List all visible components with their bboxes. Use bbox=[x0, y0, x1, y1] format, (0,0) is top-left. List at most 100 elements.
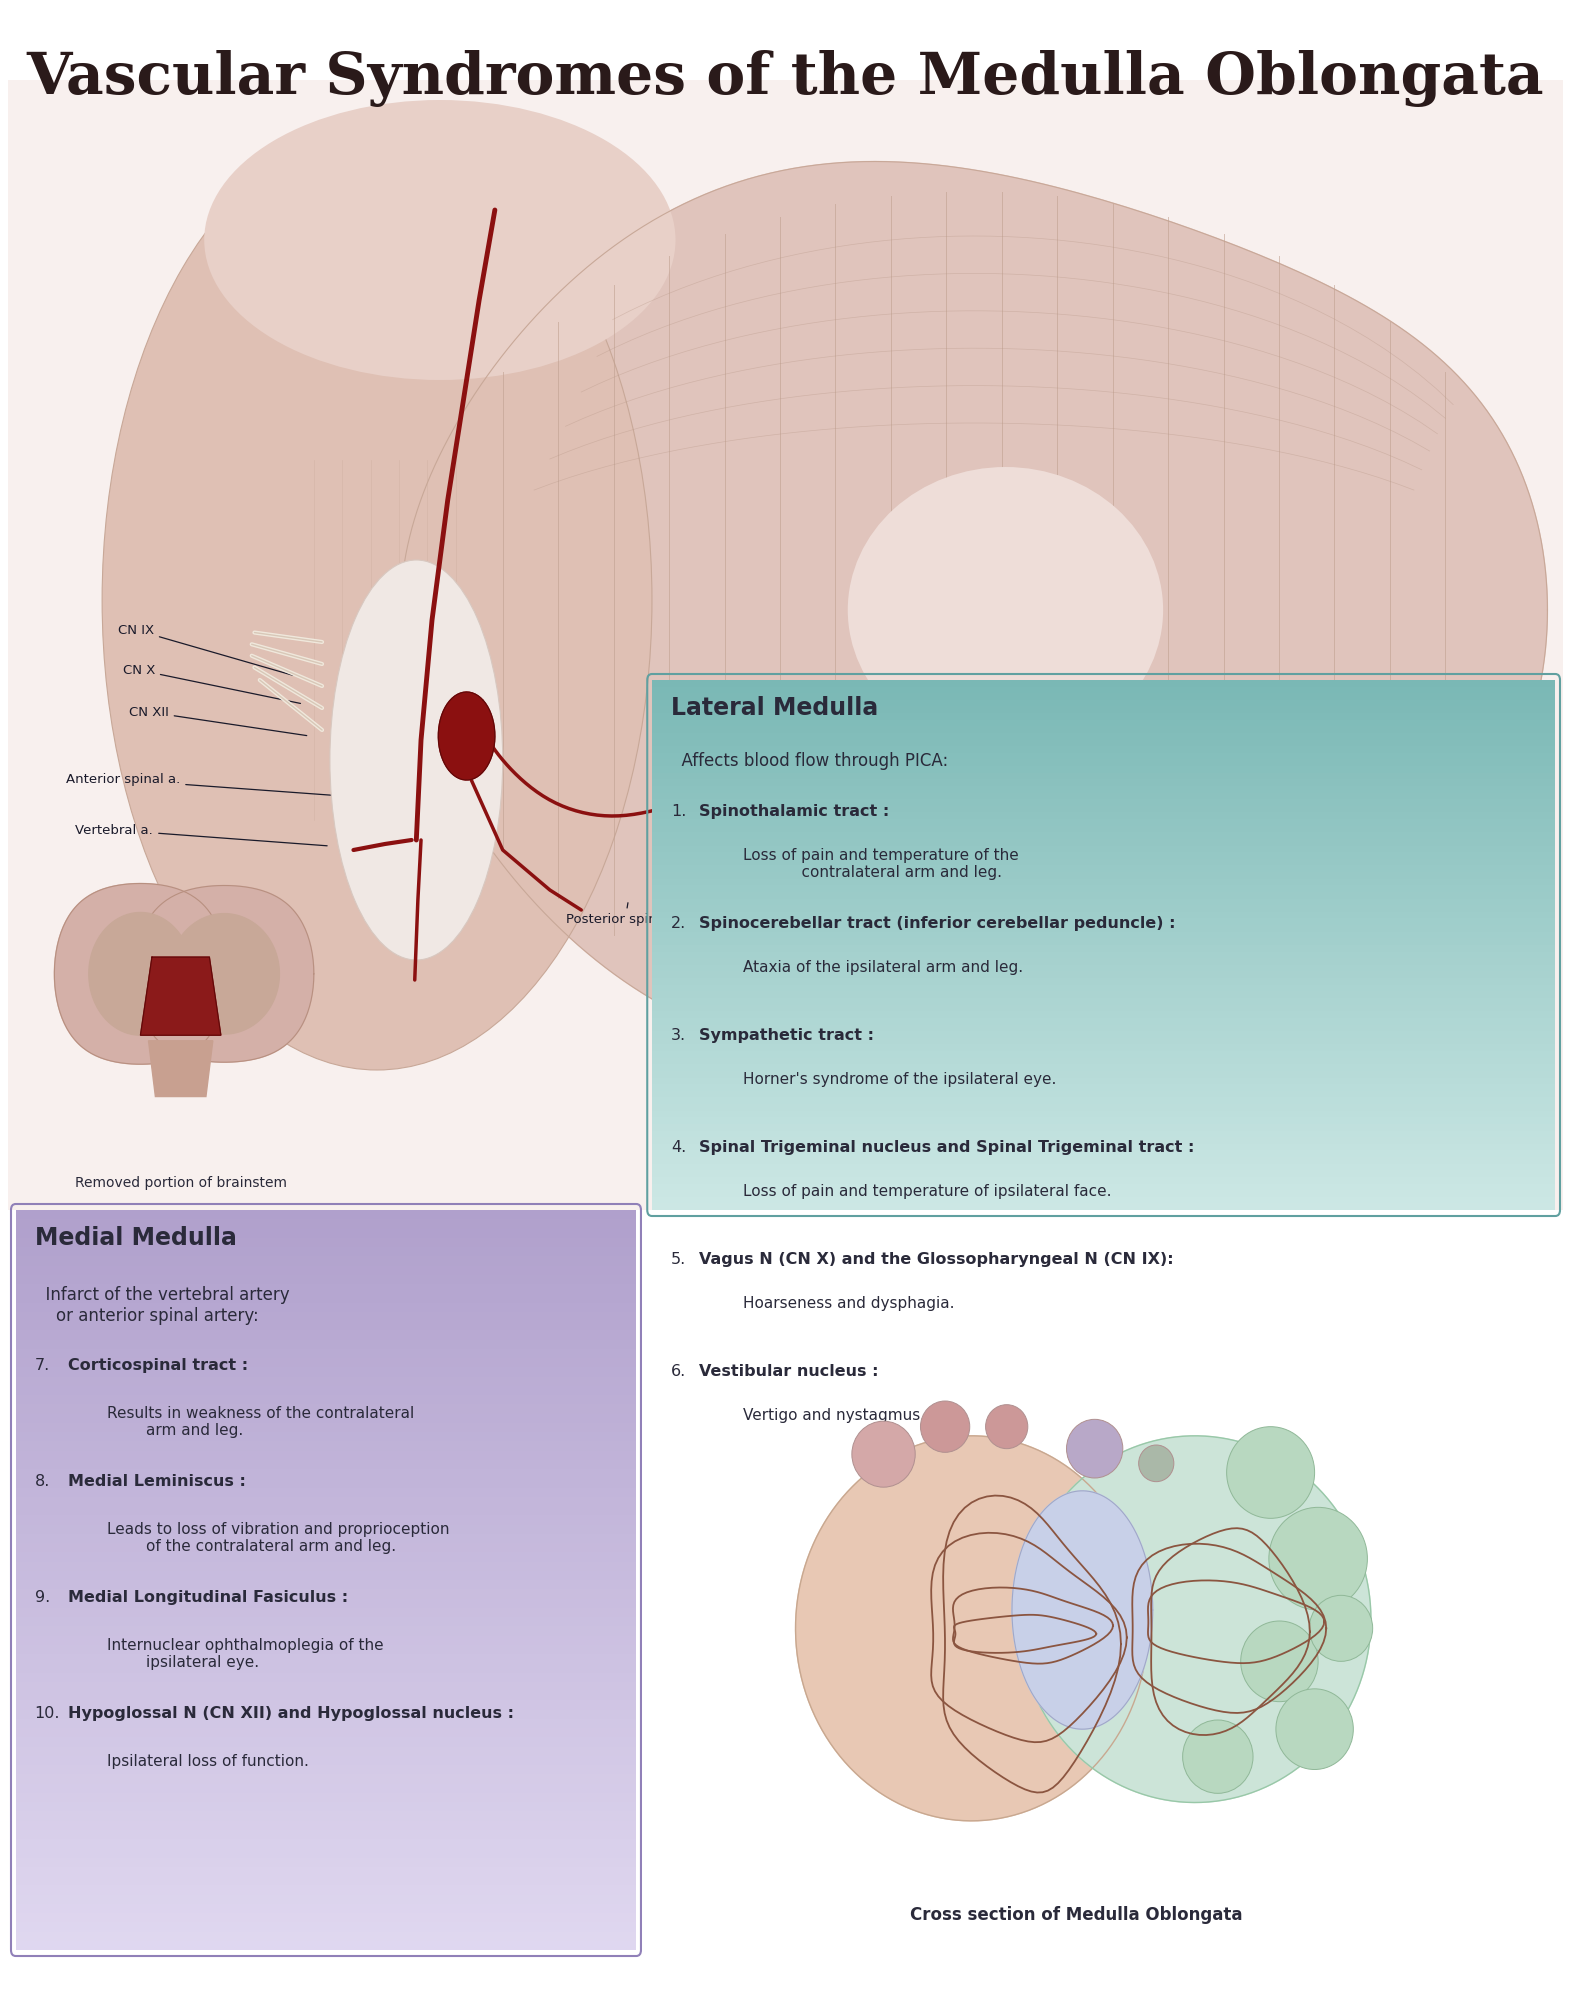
Bar bbox=[652, 926, 1555, 932]
Bar bbox=[16, 1432, 636, 1442]
Bar bbox=[16, 1506, 636, 1516]
Bar bbox=[652, 932, 1555, 938]
Text: Corticospinal tract :: Corticospinal tract : bbox=[68, 1358, 248, 1374]
Text: 3.: 3. bbox=[671, 1028, 687, 1044]
Text: Vertebral a.: Vertebral a. bbox=[75, 824, 327, 846]
Text: Lateral Medulla: Lateral Medulla bbox=[671, 696, 878, 720]
Bar bbox=[652, 760, 1555, 766]
Bar bbox=[652, 786, 1555, 792]
Bar bbox=[16, 1302, 636, 1312]
Text: Medial Leminiscus :: Medial Leminiscus : bbox=[68, 1474, 245, 1490]
Bar bbox=[16, 1700, 636, 1710]
Bar bbox=[652, 846, 1555, 852]
Text: Loss of pain and temperature of ipsilateral face.: Loss of pain and temperature of ipsilate… bbox=[743, 1184, 1112, 1200]
Bar bbox=[652, 992, 1555, 998]
Bar bbox=[652, 680, 1555, 686]
Text: Spinocerebellar tract (inferior cerebellar peduncle) :: Spinocerebellar tract (inferior cerebell… bbox=[699, 916, 1175, 932]
Bar bbox=[16, 1468, 636, 1478]
Ellipse shape bbox=[204, 100, 676, 380]
FancyBboxPatch shape bbox=[8, 80, 1563, 1210]
Bar bbox=[16, 1904, 636, 1912]
Bar bbox=[652, 872, 1555, 878]
Bar bbox=[652, 858, 1555, 866]
Polygon shape bbox=[1020, 1436, 1371, 1802]
Bar bbox=[652, 806, 1555, 812]
Bar bbox=[652, 752, 1555, 760]
Bar bbox=[16, 1562, 636, 1570]
Bar bbox=[16, 1654, 636, 1664]
Bar bbox=[652, 866, 1555, 872]
Circle shape bbox=[985, 1404, 1027, 1448]
Bar bbox=[652, 1052, 1555, 1058]
Bar bbox=[652, 1084, 1555, 1090]
Bar bbox=[652, 726, 1555, 732]
Bar bbox=[16, 1636, 636, 1644]
Bar bbox=[16, 1728, 636, 1738]
Bar bbox=[16, 1524, 636, 1534]
Text: Posterior spinal a.: Posterior spinal a. bbox=[566, 902, 685, 926]
Text: 5.: 5. bbox=[671, 1252, 687, 1268]
Bar bbox=[16, 1608, 636, 1616]
Text: 6.: 6. bbox=[671, 1364, 687, 1380]
Bar bbox=[652, 1164, 1555, 1170]
Text: Vestibular nucleus :: Vestibular nucleus : bbox=[699, 1364, 878, 1380]
Text: 4.: 4. bbox=[671, 1140, 687, 1156]
Bar bbox=[16, 1922, 636, 1932]
Circle shape bbox=[1276, 1688, 1353, 1770]
Bar bbox=[652, 1058, 1555, 1064]
Bar bbox=[652, 1124, 1555, 1130]
Bar bbox=[16, 1544, 636, 1552]
Polygon shape bbox=[438, 692, 495, 780]
Text: Cross section of Medulla Oblongata: Cross section of Medulla Oblongata bbox=[910, 1906, 1243, 1924]
Bar bbox=[16, 1858, 636, 1866]
Text: Vertigo and nystagmus.: Vertigo and nystagmus. bbox=[743, 1408, 925, 1424]
Text: Posterior inferior cerebellar a. (PICA): Posterior inferior cerebellar a. (PICA) bbox=[793, 840, 1037, 860]
Bar bbox=[16, 1442, 636, 1450]
Bar bbox=[16, 1682, 636, 1692]
Bar bbox=[16, 1404, 636, 1414]
Bar bbox=[16, 1422, 636, 1432]
Bar bbox=[652, 958, 1555, 964]
Bar bbox=[652, 700, 1555, 706]
Bar bbox=[16, 1710, 636, 1718]
Bar bbox=[16, 1692, 636, 1700]
Bar bbox=[652, 1204, 1555, 1210]
Bar bbox=[652, 978, 1555, 984]
Bar bbox=[652, 1090, 1555, 1098]
Bar bbox=[652, 766, 1555, 772]
Bar bbox=[16, 1210, 636, 1220]
Bar bbox=[652, 780, 1555, 786]
Bar bbox=[652, 1018, 1555, 1024]
Circle shape bbox=[1241, 1620, 1318, 1702]
Bar bbox=[652, 984, 1555, 992]
Text: Hoarseness and dysphagia.: Hoarseness and dysphagia. bbox=[743, 1296, 955, 1312]
Bar bbox=[16, 1738, 636, 1746]
Bar bbox=[16, 1450, 636, 1460]
Bar bbox=[652, 840, 1555, 846]
Bar bbox=[652, 1104, 1555, 1110]
Bar bbox=[652, 740, 1555, 746]
Bar bbox=[16, 1414, 636, 1422]
Text: 1.: 1. bbox=[671, 804, 687, 820]
Bar bbox=[652, 1184, 1555, 1190]
Polygon shape bbox=[140, 958, 222, 1036]
Bar bbox=[16, 1312, 636, 1320]
Bar bbox=[16, 1876, 636, 1886]
Bar bbox=[16, 1746, 636, 1756]
Bar bbox=[16, 1812, 636, 1820]
Ellipse shape bbox=[330, 560, 503, 960]
Bar bbox=[652, 1064, 1555, 1070]
Bar bbox=[652, 852, 1555, 858]
Text: Leads to loss of vibration and proprioception
        of the contralateral arm a: Leads to loss of vibration and proprioce… bbox=[107, 1522, 449, 1554]
Polygon shape bbox=[170, 914, 280, 1034]
Bar bbox=[16, 1664, 636, 1672]
Ellipse shape bbox=[102, 130, 652, 1070]
Text: Medial Medulla: Medial Medulla bbox=[35, 1226, 237, 1250]
Bar bbox=[652, 886, 1555, 892]
Bar bbox=[652, 1012, 1555, 1018]
Bar bbox=[16, 1516, 636, 1524]
Bar bbox=[16, 1886, 636, 1894]
Text: 2.: 2. bbox=[671, 916, 687, 932]
Text: CN IX: CN IX bbox=[118, 624, 292, 676]
Bar bbox=[16, 1358, 636, 1368]
